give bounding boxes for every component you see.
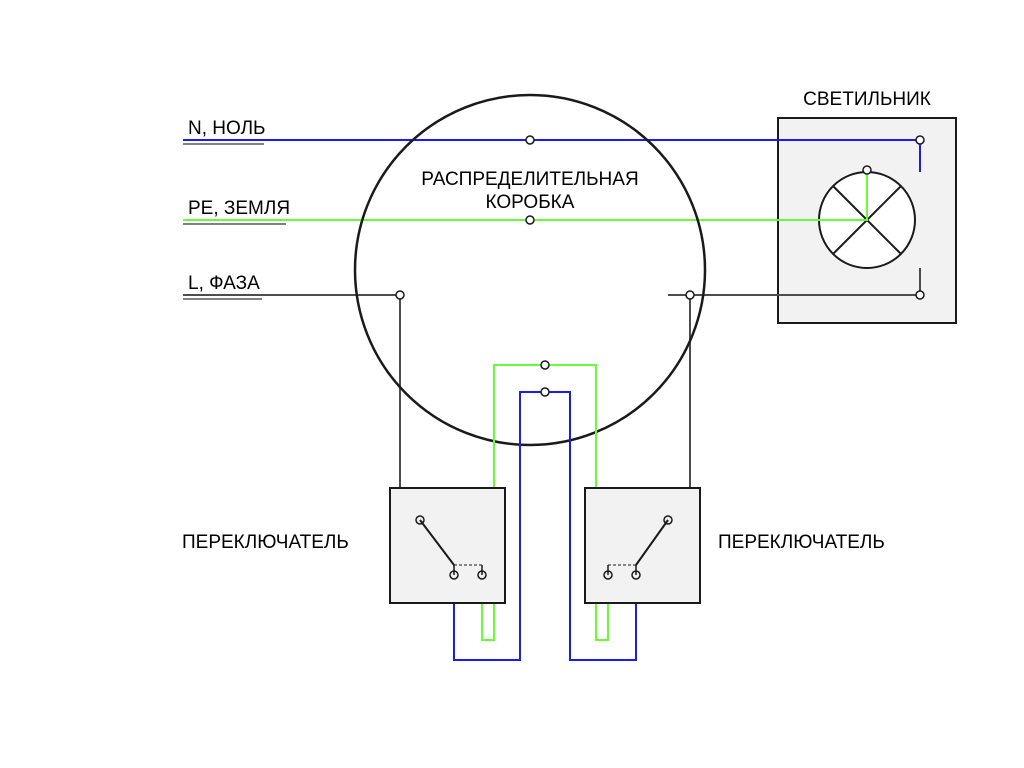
switch-right (585, 488, 700, 603)
wire-phase-to-left-switch (400, 295, 420, 520)
label-l: L, ФАЗА (188, 273, 260, 294)
label-pe: PE, ЗЕМЛЯ (188, 198, 290, 219)
label-n: N, НОЛЬ (188, 118, 266, 139)
label-jbox-1: РАСПРЕДЕЛИТЕЛЬНАЯ (421, 169, 638, 190)
label-switch-right: ПЕРЕКЛЮЧАТЕЛЬ (718, 532, 885, 553)
label-lamp: СВЕТИЛЬНИК (803, 89, 931, 110)
label-switch-left: ПЕРЕКЛЮЧАТЕЛЬ (182, 532, 349, 553)
switch-left (390, 488, 505, 603)
wiring-diagram: СВЕТИЛЬНИК N, НОЛЬ PE, ЗЕМЛЯ L, ФАЗА РАС… (0, 0, 1024, 768)
label-jbox-2: КОРОБКА (486, 192, 575, 213)
